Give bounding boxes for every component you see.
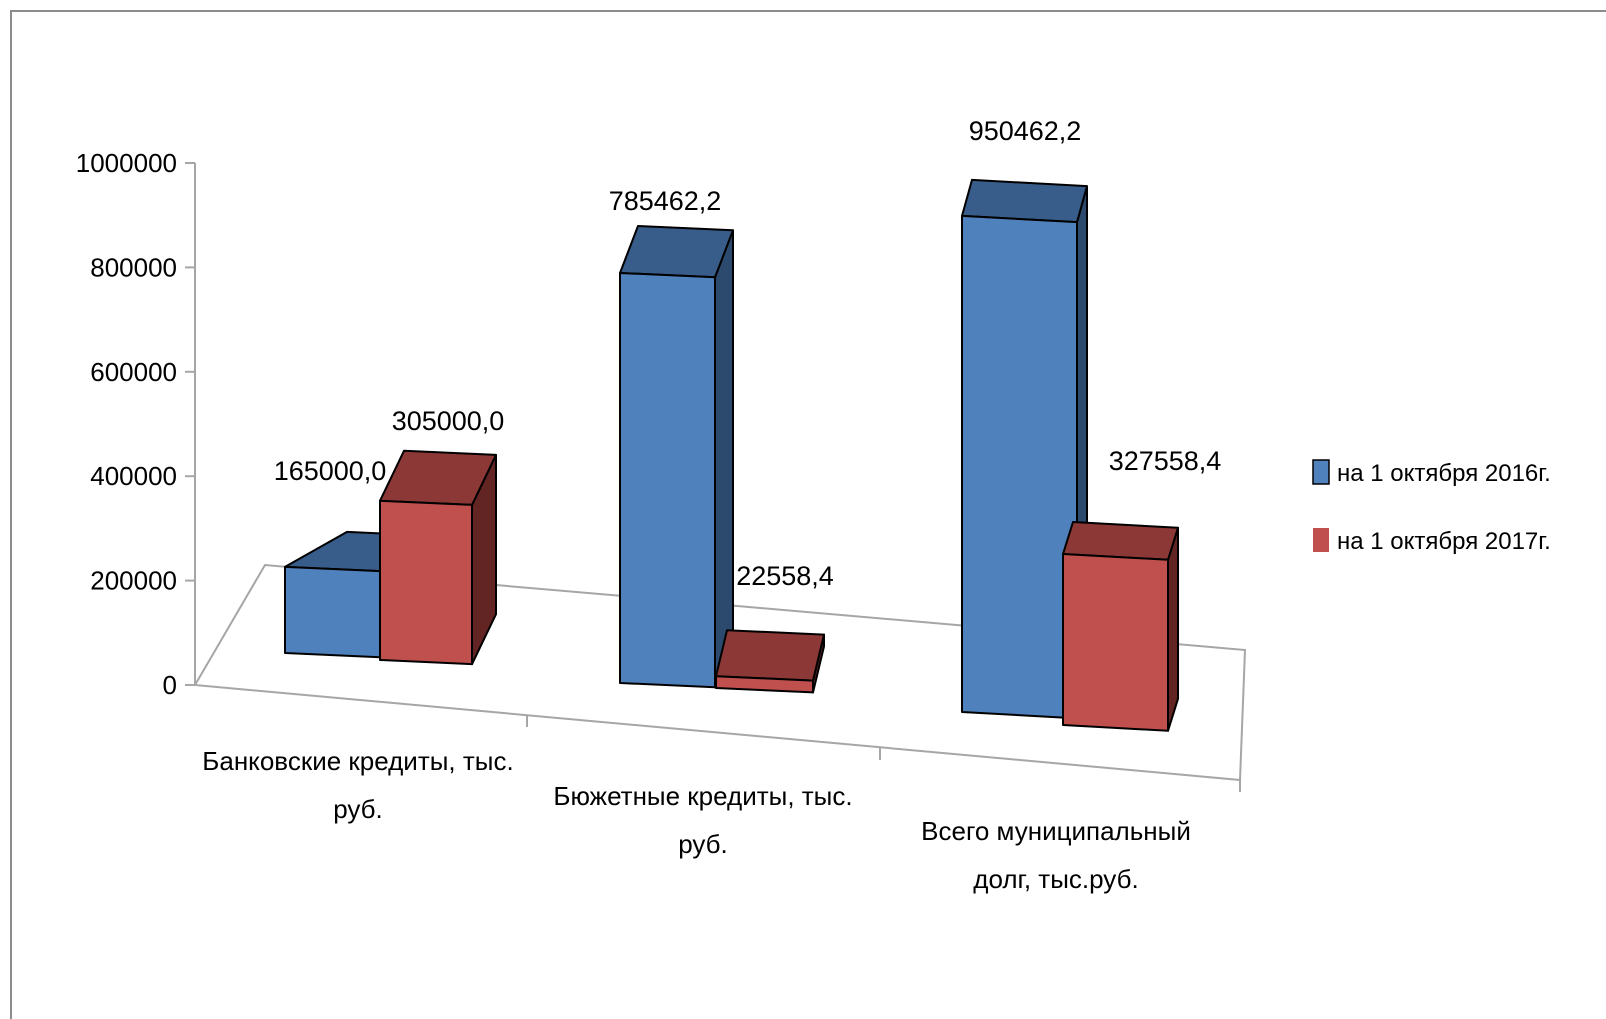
bar-front — [1062, 553, 1169, 732]
x-category-label: Всего муниципальный — [921, 816, 1191, 846]
y-tick-label: 0 — [163, 670, 177, 700]
x-category-label: руб. — [678, 829, 728, 859]
legend-swatch — [1312, 459, 1330, 485]
data-label: 785462,2 — [609, 186, 722, 216]
y-tick-label: 800000 — [90, 252, 177, 282]
bar-top — [619, 224, 734, 279]
bar-front — [619, 271, 716, 689]
bar-front — [379, 499, 473, 666]
data-label: 305000,0 — [392, 406, 505, 436]
bar-front — [284, 565, 381, 659]
y-tick-label: 600000 — [90, 357, 177, 387]
y-tick-label: 200000 — [90, 566, 177, 596]
bar-front — [715, 675, 814, 694]
data-label: 950462,2 — [969, 116, 1082, 146]
floor-outline — [194, 563, 1247, 782]
x-category-label: Бюжетные кредиты, тыс. — [553, 781, 852, 811]
data-label: 327558,4 — [1109, 446, 1222, 476]
legend-entry: на 1 октября 2017г. — [1337, 528, 1551, 555]
legend-swatch — [1313, 528, 1329, 552]
chart-area — [10, 10, 1606, 1019]
y-tick-label: 1000000 — [76, 148, 177, 178]
bar-side — [714, 229, 734, 689]
x-category-label: Банковские кредиты, тыс. — [202, 746, 513, 776]
legend-entry: на 1 октября 2016г. — [1337, 460, 1551, 487]
y-tick-label: 400000 — [90, 461, 177, 491]
bar-top — [715, 629, 825, 682]
data-label: 165000,0 — [274, 456, 387, 486]
x-category-label: руб. — [333, 794, 383, 824]
bar-front — [961, 214, 1078, 720]
x-category-label: долг, тыс.руб. — [973, 864, 1138, 894]
bar-top — [961, 178, 1088, 224]
data-label: 22558,4 — [736, 561, 834, 591]
